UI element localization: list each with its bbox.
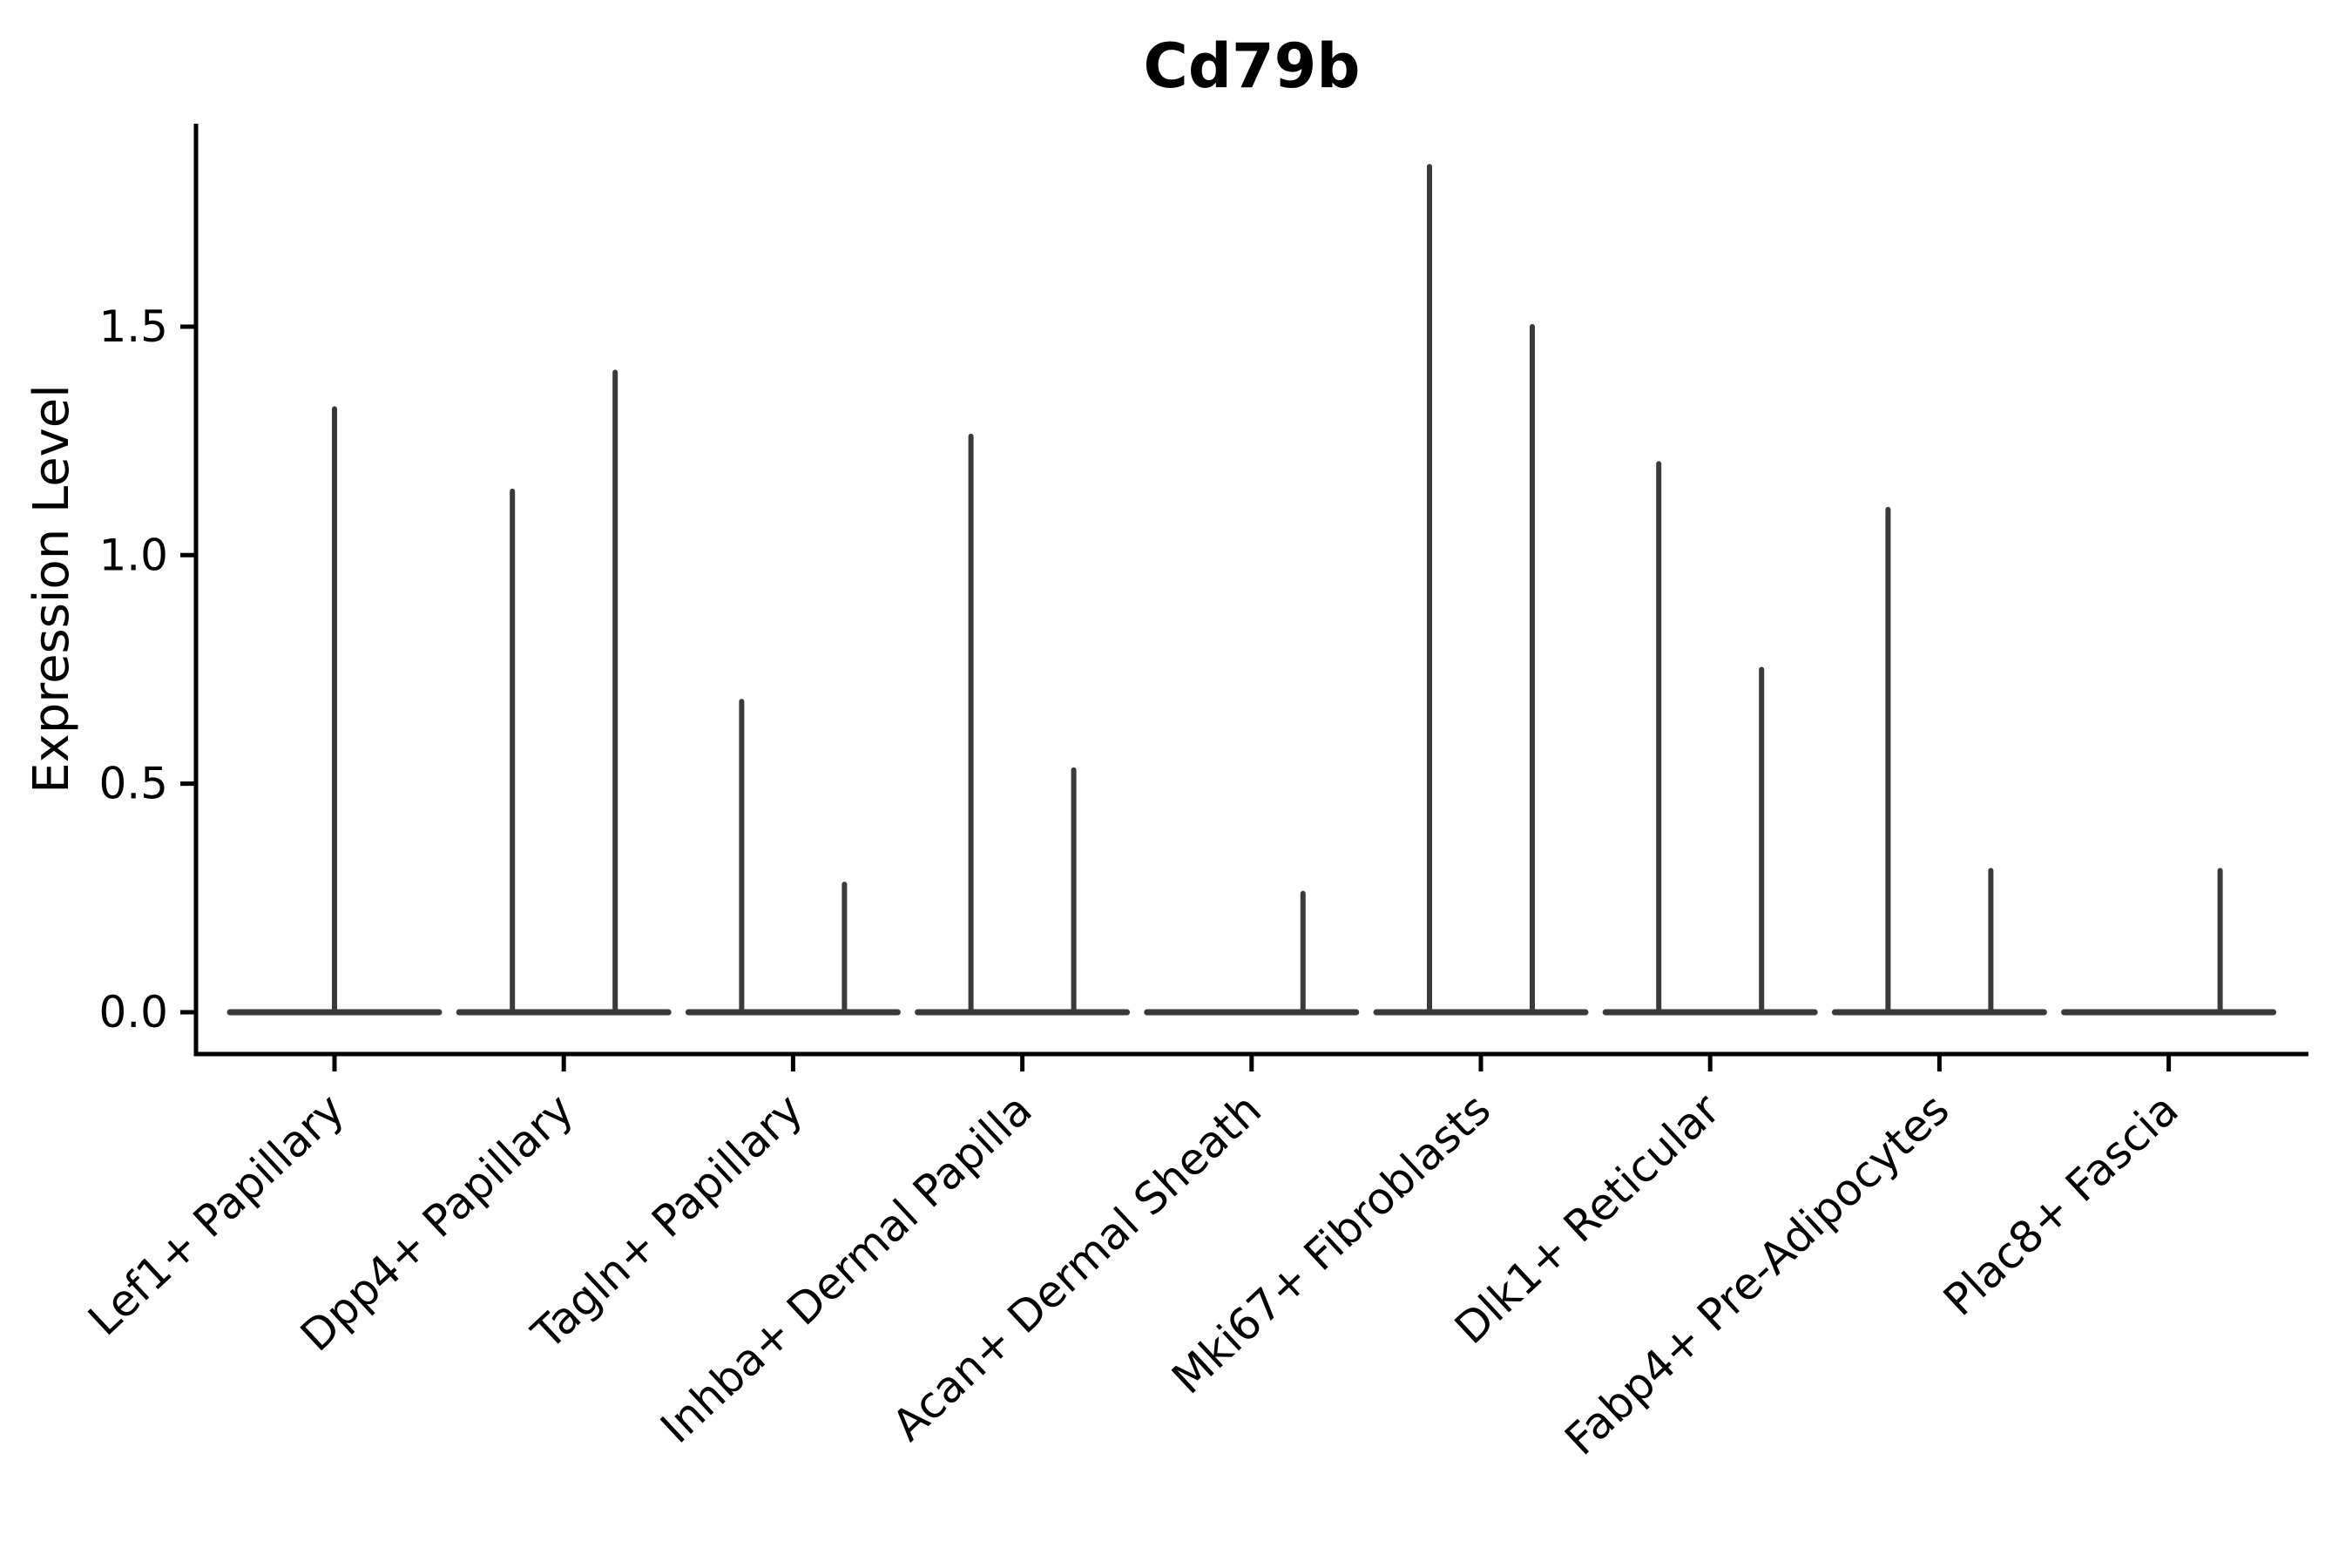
violin-group bbox=[226, 406, 443, 1016]
violin-group bbox=[456, 369, 672, 1016]
y-axis-label: Expression Level bbox=[24, 384, 80, 794]
x-tick-label: Fabp4+ Pre-Adipocytes bbox=[1555, 1084, 1958, 1464]
violin-group bbox=[1373, 164, 1589, 1016]
y-tick-label: 0.0 bbox=[98, 987, 168, 1037]
violins bbox=[226, 164, 2277, 1016]
x-tick-label: Inhba+ Dermal Papilla bbox=[651, 1084, 1041, 1453]
y-tick-label: 1.5 bbox=[98, 301, 168, 352]
violin-group bbox=[1144, 890, 1360, 1016]
violin-group bbox=[685, 699, 901, 1016]
y-tick-label: 0.5 bbox=[98, 759, 168, 809]
violin-group bbox=[1602, 461, 1818, 1016]
violin-group bbox=[915, 433, 1131, 1016]
y-tick-label: 1.0 bbox=[98, 530, 168, 580]
chart-title: Cd79b bbox=[1144, 30, 1361, 102]
x-tick-label: Plac8+ Fascia bbox=[1934, 1084, 2188, 1325]
violin-group bbox=[1831, 506, 2047, 1016]
x-tick-label: Acan+ Dermal Sheath bbox=[882, 1084, 1271, 1450]
violin-group bbox=[2061, 868, 2277, 1016]
